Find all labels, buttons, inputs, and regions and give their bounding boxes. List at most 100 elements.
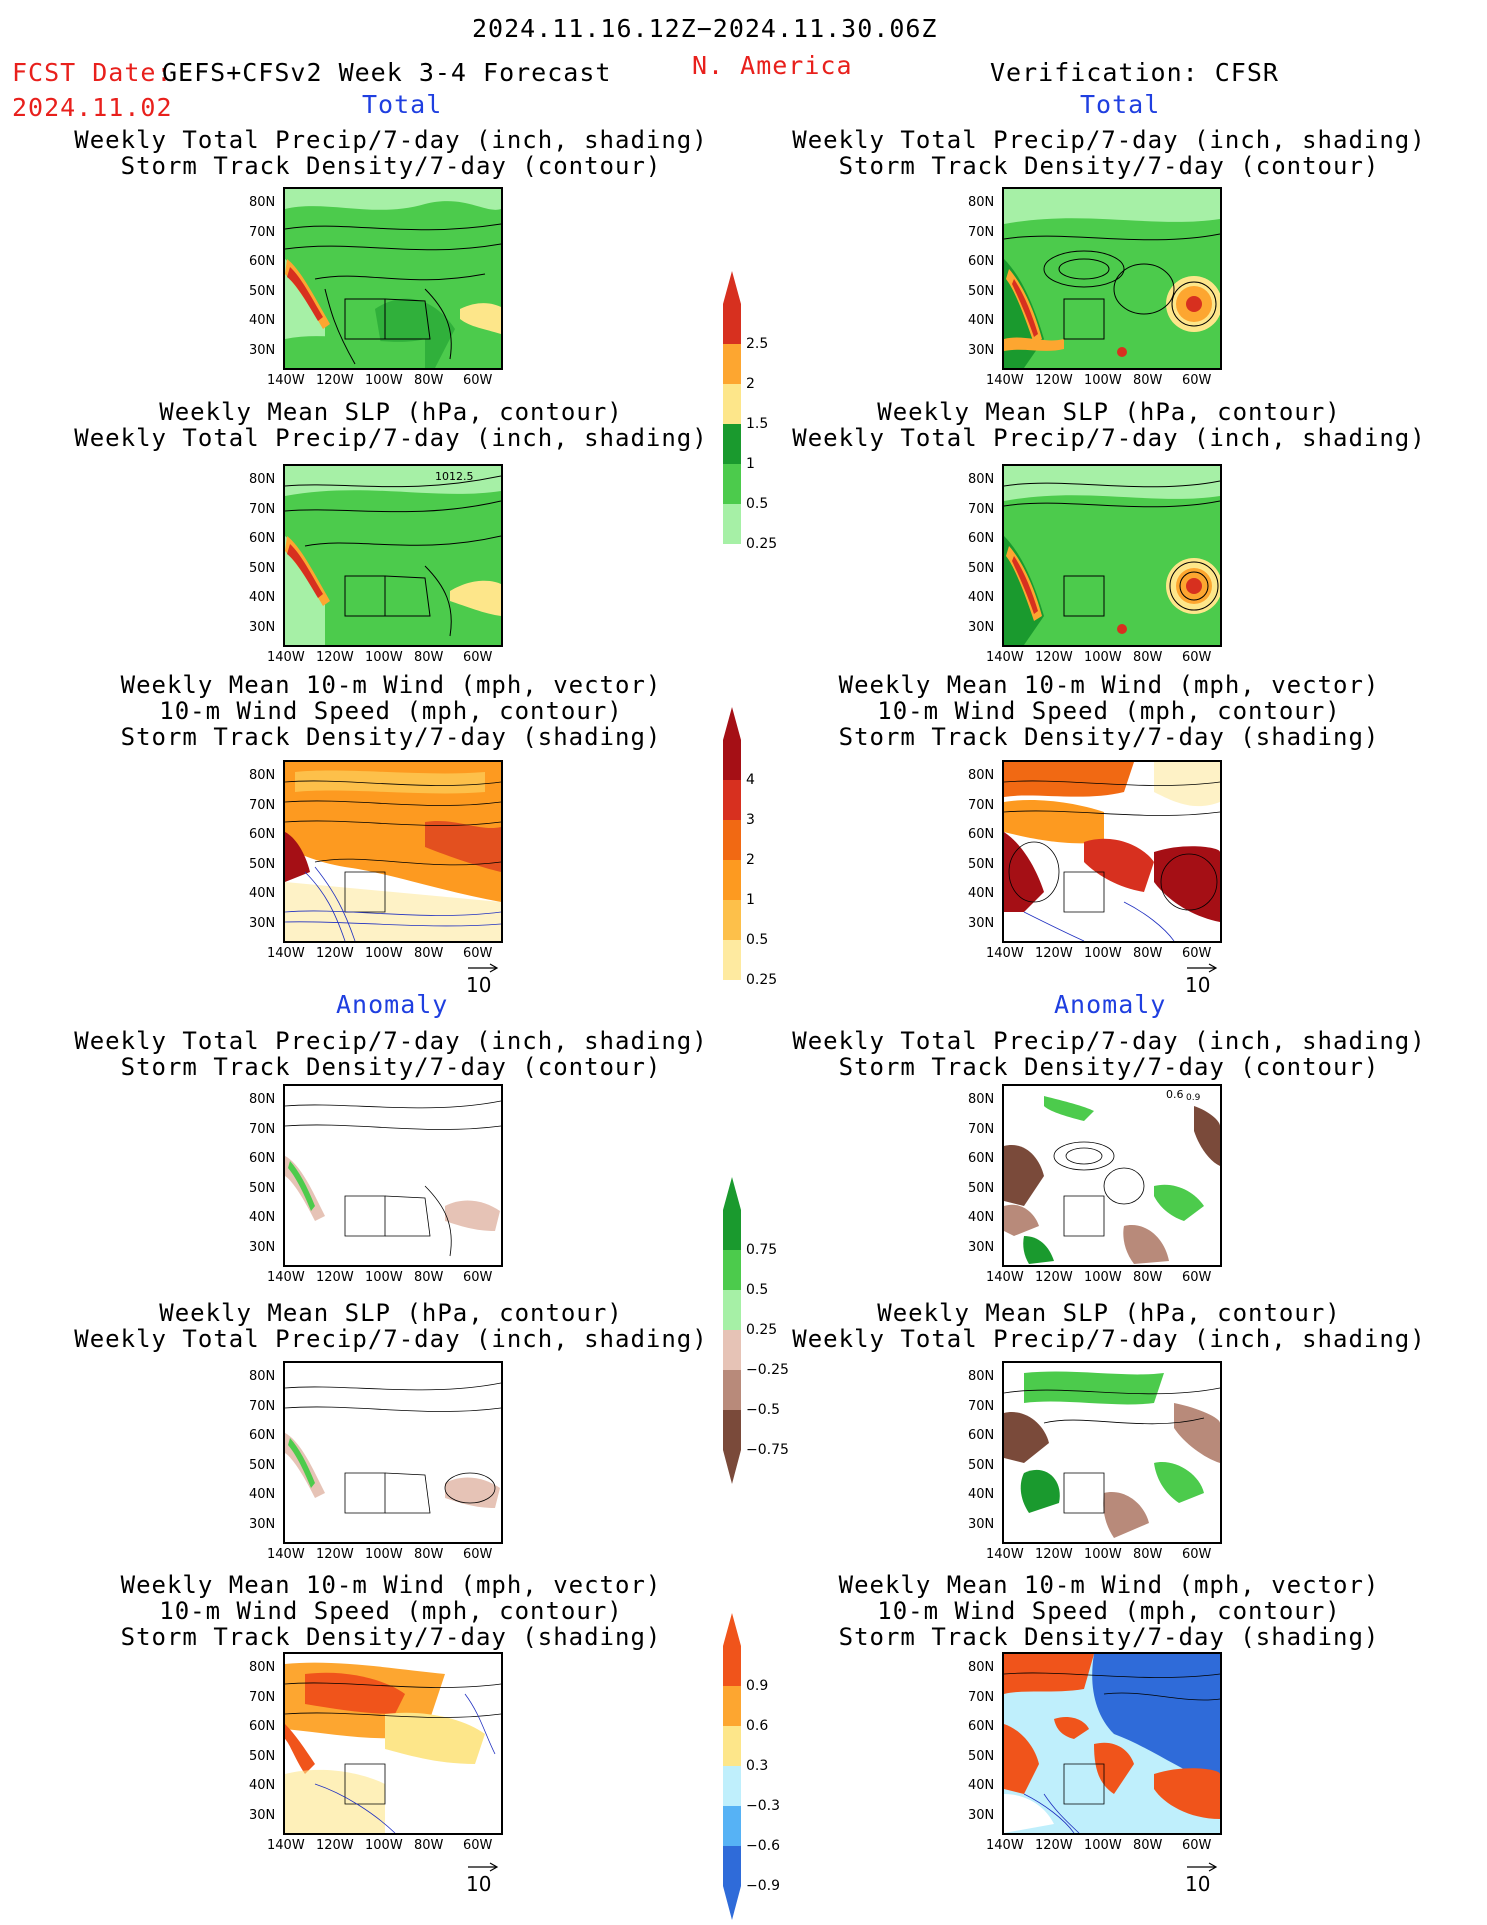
lon-tick-label: 120W	[316, 1838, 354, 1853]
map-wind-storm-anom-fcst	[283, 1652, 503, 1835]
lon-tick-label: 140W	[267, 650, 305, 665]
title-line: Weekly Mean SLP (hPa, contour)	[877, 1299, 1341, 1327]
lon-tick-label: 140W	[267, 1838, 305, 1853]
colorbar-graphic	[723, 271, 741, 578]
map-slp-precip-total-verif	[1002, 464, 1222, 647]
colorbar-swatch	[723, 1250, 741, 1290]
title-line: Storm Track Density/7-day (shading)	[838, 723, 1380, 751]
colorbar-swatch	[723, 344, 741, 384]
colorbar-label: 0.9	[746, 1678, 769, 1694]
lat-tick-label: 50N	[249, 856, 276, 872]
lon-tick-label: 60W	[1182, 373, 1212, 388]
colorbar-label: 2	[746, 376, 755, 392]
lat-tick-label: 30N	[968, 1516, 995, 1532]
title-line: Weekly Total Precip/7-day (inch, shading…	[74, 126, 708, 154]
lon-tick-label: 140W	[986, 1838, 1024, 1853]
lat-tick-label: 50N	[249, 560, 276, 576]
lat-tick-label: 80N	[968, 195, 995, 210]
storm-anom-label-b: 0.9	[1186, 1093, 1201, 1103]
colorbar-label: 0.5	[746, 496, 769, 512]
colorbar-swatch	[723, 1686, 741, 1726]
lon-tick-label: 120W	[1035, 650, 1073, 665]
colorbar-bottom-triangle	[723, 1450, 741, 1484]
lat-tick-label: 30N	[968, 1239, 995, 1255]
lon-tick-label: 120W	[1035, 373, 1073, 388]
lat-tick-label: 50N	[968, 1180, 995, 1196]
lon-tick-label: 60W	[1182, 946, 1212, 961]
title-line: Storm Track Density/7-day (contour)	[120, 152, 662, 180]
lat-tick-label: 40N	[249, 1778, 276, 1793]
lat-tick-label: 70N	[249, 1121, 276, 1137]
title-slp-precip-anom-verif: Weekly Mean SLP (hPa, contour) Weekly To…	[759, 1300, 1459, 1352]
vector-ref-anom-fcst: 10	[466, 1862, 500, 1896]
colorbar-swatch	[723, 504, 741, 544]
title-line: Weekly Total Precip/7-day (inch, shading…	[792, 424, 1426, 452]
colorbar-swatch	[723, 820, 741, 860]
title-wind-storm-anom-verif: Weekly Mean 10-m Wind (mph, vector) 10-m…	[759, 1572, 1459, 1650]
colorbar-label: 3	[746, 812, 755, 828]
colorbar-top-triangle	[723, 707, 741, 740]
map-wind-storm-anom-verif	[1002, 1652, 1222, 1835]
lat-tick-label: 60N	[968, 827, 995, 842]
lat-tick-label: 60N	[968, 254, 995, 269]
title-line: Weekly Total Precip/7-day (inch, shading…	[792, 126, 1426, 154]
colorbar-top-triangle	[723, 1613, 741, 1646]
slp-contour-label: 1012.5	[435, 470, 474, 483]
lat-tick-label: 40N	[249, 590, 276, 605]
lat-tick-label: 40N	[968, 1778, 995, 1793]
lat-tick-label: 30N	[249, 342, 276, 358]
lat-tick-label: 80N	[249, 1369, 276, 1384]
lat-tick-label: 30N	[968, 619, 995, 635]
title-slp-precip-total-verif: Weekly Mean SLP (hPa, contour) Weekly To…	[759, 399, 1459, 451]
colorbar-swatch	[723, 1330, 741, 1370]
colorbar-graphic	[723, 1177, 741, 1484]
colorbar-label: −0.5	[746, 1402, 780, 1418]
colorbar-swatch	[723, 780, 741, 820]
map-precip-storm-anom-verif: 0.6 0.9	[1002, 1084, 1222, 1267]
lon-tick-label: 80W	[1133, 650, 1163, 665]
lat-tick-label: 40N	[968, 1487, 995, 1502]
colorbar-swatch	[723, 1646, 741, 1686]
arrow-right-icon	[468, 1862, 499, 1872]
colorbar-label: −0.75	[746, 1442, 789, 1458]
lat-tick-label: 70N	[968, 1398, 995, 1414]
lat-tick-label: 80N	[249, 472, 276, 487]
lat-tick-label: 80N	[968, 1369, 995, 1384]
title-line: Storm Track Density/7-day (contour)	[838, 152, 1380, 180]
colorbar-label: 1.5	[746, 416, 769, 432]
colorbar-swatch	[723, 740, 741, 780]
lat-tick-label: 40N	[968, 1210, 995, 1225]
title-line: Weekly Total Precip/7-day (inch, shading…	[74, 1027, 708, 1055]
lat-tick-label: 80N	[249, 1660, 276, 1675]
colorbar-swatch	[723, 1410, 741, 1450]
lat-tick-label: 40N	[249, 1210, 276, 1225]
title-line: Weekly Mean 10-m Wind (mph, vector)	[120, 1571, 662, 1599]
colorbar-swatch	[723, 1726, 741, 1766]
lat-tick-label: 40N	[249, 313, 276, 328]
lon-tick-label: 100W	[365, 650, 403, 665]
lat-tick-label: 70N	[249, 501, 276, 517]
lon-tick-label: 120W	[316, 650, 354, 665]
colorbar-label: 2	[746, 852, 755, 868]
lat-tick-label: 80N	[249, 1092, 276, 1107]
lon-tick-label: 100W	[1084, 650, 1122, 665]
arrow-right-icon	[468, 963, 499, 973]
lat-tick-label: 70N	[249, 1689, 276, 1705]
title-line: Weekly Total Precip/7-day (inch, shading…	[74, 1325, 708, 1353]
lat-tick-label: 80N	[249, 768, 276, 783]
lat-tick-label: 70N	[968, 797, 995, 813]
lat-tick-label: 30N	[968, 342, 995, 358]
lon-tick-label: 60W	[1182, 1838, 1212, 1853]
lon-tick-label: 60W	[463, 1270, 493, 1285]
lat-tick-label: 60N	[968, 1428, 995, 1443]
vector-ref-label: 10	[1185, 973, 1211, 997]
title-line: Weekly Mean 10-m Wind (mph, vector)	[838, 671, 1380, 699]
colorbar-swatch	[723, 1370, 741, 1410]
colorbar-label: 0.6	[746, 1718, 769, 1734]
lat-tick-label: 40N	[968, 886, 995, 901]
lon-tick-label: 80W	[1133, 1547, 1163, 1562]
lon-tick-label: 60W	[463, 650, 493, 665]
colorbar-label: −0.25	[746, 1362, 789, 1378]
lon-tick-label: 60W	[463, 946, 493, 961]
fcst-date-label: FCST Date:	[12, 58, 173, 87]
